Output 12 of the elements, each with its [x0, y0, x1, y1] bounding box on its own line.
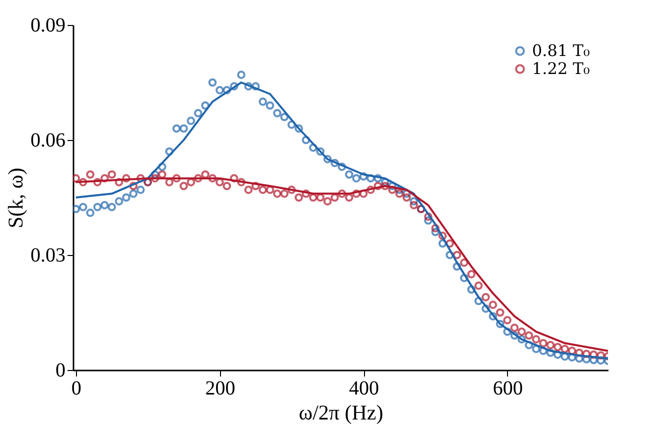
y-tick-label: 0.06 [30, 130, 66, 152]
y-axis-title: S(k, ω) [4, 168, 28, 228]
x-tick-label: 200 [205, 378, 236, 400]
legend-label: 1.22 T₀ [532, 59, 590, 78]
y-tick-label: 0.03 [30, 244, 66, 266]
x-tick-label: 600 [492, 378, 523, 400]
x-axis-title: ω/2π (Hz) [298, 400, 384, 424]
legend-label: 0.81 T₀ [532, 41, 590, 60]
y-tick-label: 0 [56, 360, 66, 382]
x-tick-label: 400 [349, 378, 380, 400]
y-tick-label: 0.09 [30, 14, 66, 36]
x-tick-label: 0 [71, 378, 82, 400]
